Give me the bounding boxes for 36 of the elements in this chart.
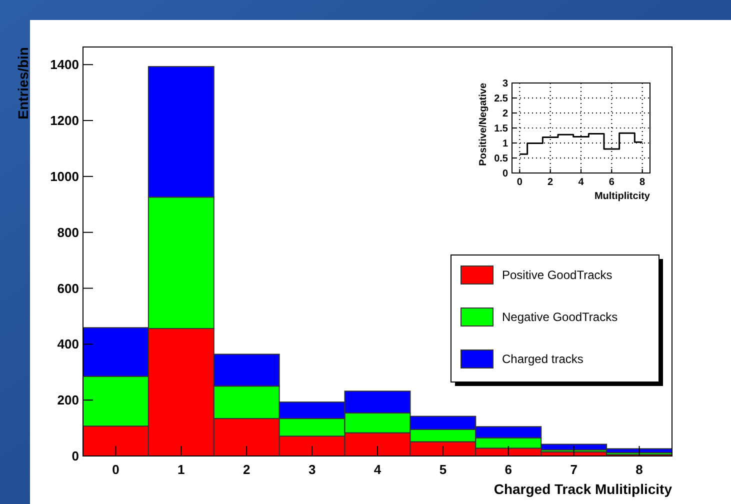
x-tick-label: 3 xyxy=(308,462,316,477)
x-tick-label: 4 xyxy=(578,177,584,188)
y-tick-label: 1 xyxy=(502,138,508,150)
y-tick-label: 200 xyxy=(57,392,79,408)
legend-label: Negative GoodTracks xyxy=(502,310,618,324)
x-tick-label: 7 xyxy=(570,462,578,477)
y-axis-title: Entries/bin xyxy=(15,47,31,120)
y-tick-label: 400 xyxy=(57,336,79,352)
y-tick-label: 1000 xyxy=(50,168,79,184)
y-tick-label: 1200 xyxy=(50,113,79,128)
x-tick-label: 0 xyxy=(112,462,120,477)
x-tick-label: 1 xyxy=(178,462,185,477)
y-tick-label: 2.5 xyxy=(494,94,508,104)
x-tick-label: 5 xyxy=(439,462,447,477)
y-tick-label: 0 xyxy=(502,168,508,180)
y-tick-label: 1.5 xyxy=(494,124,508,134)
x-tick-label: 6 xyxy=(608,177,615,188)
y-tick-label: 800 xyxy=(57,224,79,240)
y-tick-label: 1400 xyxy=(50,57,79,72)
x-tick-label: 0 xyxy=(516,177,523,188)
x-axis-title: Charged Track Mulitiplicity xyxy=(494,481,672,497)
x-axis-title: Multiplitcity xyxy=(594,191,650,202)
x-tick-label: 2 xyxy=(242,462,250,477)
y-tick-label: 600 xyxy=(57,280,79,296)
y-tick-label: 2 xyxy=(502,108,508,120)
y-tick-label: 0.5 xyxy=(494,154,508,164)
y-tick-label: 0 xyxy=(72,448,79,464)
y-axis-title: Positive/Negative xyxy=(478,82,489,166)
y-tick-label: 3 xyxy=(502,78,508,90)
x-tick-label: 6 xyxy=(504,462,512,477)
x-tick-label: 8 xyxy=(636,462,643,477)
x-tick-label: 4 xyxy=(374,462,382,477)
legend-label: Positive GoodTracks xyxy=(502,268,612,282)
legend-label: Charged tracks xyxy=(502,352,584,366)
x-tick-label: 8 xyxy=(640,177,646,188)
x-tick-label: 2 xyxy=(548,177,554,188)
